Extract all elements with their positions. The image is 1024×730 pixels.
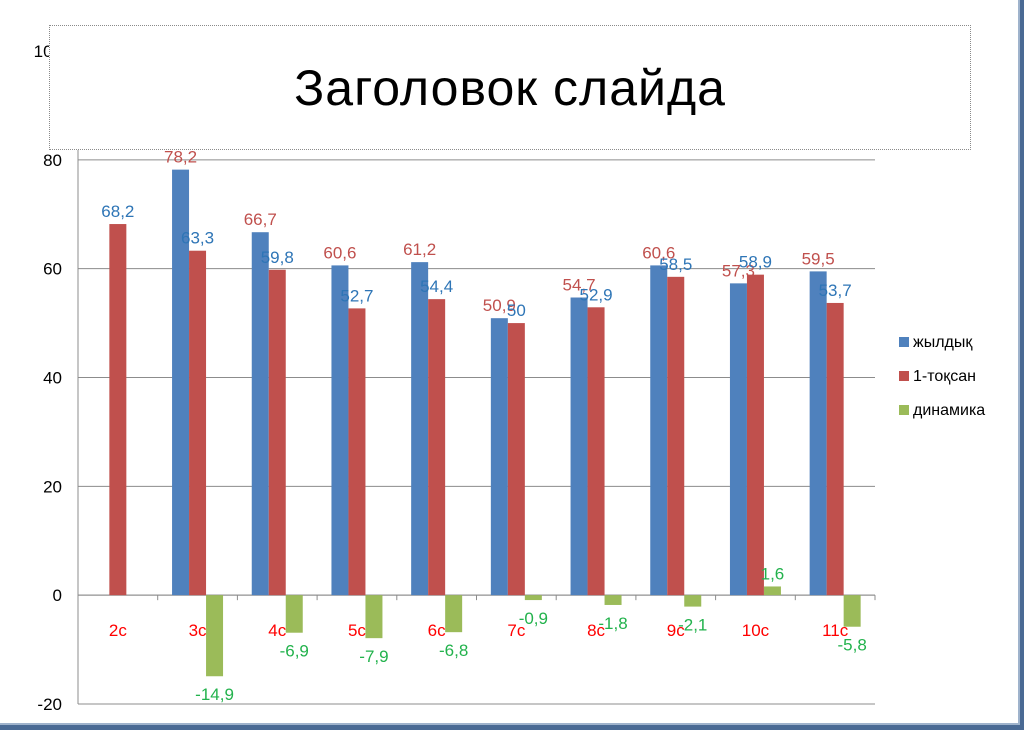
bar-2-1: [206, 595, 224, 677]
bar-0-3: [331, 265, 349, 596]
legend: жылдық 1-тоқсан динамика: [899, 334, 985, 419]
legend-label: жылдық: [913, 334, 973, 351]
bar-1-3: [348, 308, 366, 596]
bar-1-5: [507, 323, 525, 596]
slide-edge-shadow-bottom: [0, 723, 1018, 725]
x-tick-label: 11с: [822, 621, 849, 640]
bar-0-5: [490, 318, 508, 596]
bar-0-2: [251, 232, 269, 596]
x-tick-label: 9с: [667, 621, 685, 640]
data-label: 63,3: [181, 229, 214, 248]
y-tick-label: 20: [43, 477, 62, 496]
data-label: 58,5: [659, 255, 692, 274]
bar-1-6: [587, 307, 605, 596]
bar-1-2: [268, 269, 286, 596]
slide-title: Заголовок слайда: [294, 59, 726, 116]
legend-swatch: [899, 405, 909, 415]
bar-0-4: [411, 262, 429, 596]
data-label: -14,9: [195, 685, 234, 704]
data-label: 1,6: [761, 564, 785, 583]
bar-2-6: [604, 595, 622, 605]
x-tick-label: 3с: [189, 621, 207, 640]
y-tick-label: 80: [43, 151, 62, 170]
y-tick-label: 0: [53, 586, 62, 605]
data-label: -1,8: [598, 614, 627, 633]
slide-edge-shadow-right: [1018, 0, 1020, 725]
data-label: 52,7: [340, 286, 373, 305]
data-label: -0,9: [519, 609, 548, 628]
data-label: 66,7: [244, 210, 277, 229]
data-label: 53,7: [819, 281, 852, 300]
bar-2-2: [285, 595, 303, 633]
data-label: 60,6: [642, 243, 675, 262]
x-tick-label: 8с: [587, 621, 605, 640]
bar-2-9: [843, 595, 861, 627]
data-label: 60,6: [323, 243, 356, 262]
data-label: -2,1: [678, 616, 707, 635]
x-tick-label: 7с: [507, 621, 525, 640]
x-tick-label: 4с: [268, 621, 286, 640]
legend-swatch: [899, 371, 909, 381]
data-label: 50,9: [483, 296, 516, 315]
data-label: 59,8: [261, 248, 294, 267]
data-label: 58,9: [739, 253, 772, 272]
data-label: 68,2: [101, 202, 134, 221]
data-label: -5,8: [838, 636, 867, 655]
bar-0-1: [172, 169, 190, 596]
data-label: -6,8: [439, 641, 468, 660]
slide-title-placeholder[interactable]: Заголовок слайда: [49, 25, 971, 150]
data-label: 52,9: [580, 285, 613, 304]
bar-0-9: [809, 271, 827, 596]
slide-edge-bottom: [0, 725, 1024, 730]
bar-1-9: [826, 302, 844, 596]
bar-0-6: [570, 297, 588, 596]
bar-0-8: [729, 283, 747, 596]
data-labels: 78,2 66,7 60,6 61,2 50,9 54,7 60,6 57,3 59,5 68,2…: [101, 148, 866, 705]
data-label: -7,9: [359, 647, 388, 666]
x-tick-label: 5с: [348, 621, 366, 640]
data-label: 59,5: [802, 249, 835, 268]
bar-1-4: [428, 299, 446, 596]
legend-label: 1-тоқсан: [913, 368, 976, 385]
data-label: 54,4: [420, 277, 453, 296]
bar-0-7: [650, 265, 668, 596]
bar-1-7: [667, 276, 685, 596]
y-tick-label: 40: [43, 369, 62, 388]
data-label: -6,9: [280, 642, 309, 661]
data-label: 50: [507, 301, 526, 320]
legend-swatch: [899, 337, 909, 347]
slide-edge-right: [1020, 0, 1024, 730]
y-tick-label: -20: [37, 695, 62, 714]
bar-1-8: [746, 274, 764, 596]
bar-2-5: [524, 595, 542, 601]
x-tick-label: 2с: [109, 621, 127, 640]
bars: [109, 169, 861, 677]
bar-1-0: [109, 224, 127, 596]
bar-2-3: [365, 595, 383, 639]
data-label: 78,2: [164, 148, 197, 167]
data-label: 57,3: [722, 261, 755, 280]
y-tick-label: 60: [43, 260, 62, 279]
bar-2-4: [445, 595, 463, 633]
bar-2-7: [684, 595, 702, 607]
data-label: 54,7: [563, 276, 596, 295]
bar-1-1: [189, 250, 207, 596]
legend-label: динамика: [913, 402, 985, 419]
x-tick-label: 10с: [742, 621, 770, 640]
bar-2-8: [763, 586, 781, 596]
x-tick-label: 6с: [428, 621, 446, 640]
data-label: 61,2: [403, 240, 436, 259]
